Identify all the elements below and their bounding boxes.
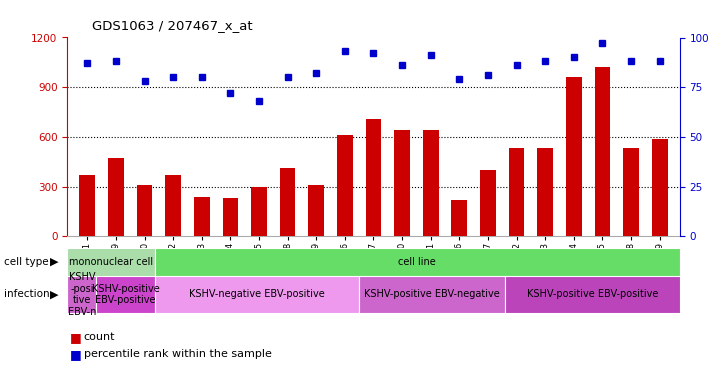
Bar [67, 248, 155, 276]
Bar [623, 148, 639, 236]
Text: count: count [84, 333, 115, 342]
Bar [508, 148, 525, 236]
Text: KSHV-positive EBV-positive: KSHV-positive EBV-positive [527, 290, 658, 299]
Bar [566, 77, 582, 236]
Bar [137, 185, 152, 236]
Text: KSHV
-posi
tive
EBV-n: KSHV -posi tive EBV-n [68, 272, 96, 317]
Text: GDS1063 / 207467_x_at: GDS1063 / 207467_x_at [92, 19, 253, 32]
Bar [595, 68, 610, 236]
Text: KSHV-positive EBV-negative: KSHV-positive EBV-negative [364, 290, 500, 299]
Bar [337, 135, 353, 236]
Text: infection: infection [4, 290, 49, 299]
Text: KSHV-positive
EBV-positive: KSHV-positive EBV-positive [92, 284, 159, 305]
Bar [155, 248, 680, 276]
Bar [280, 168, 295, 236]
Bar [359, 276, 505, 313]
Text: cell type: cell type [4, 257, 48, 267]
Bar [222, 198, 239, 236]
Bar [67, 276, 96, 313]
Bar [537, 148, 553, 236]
Bar [480, 170, 496, 236]
Bar [309, 185, 324, 236]
Text: mononuclear cell: mononuclear cell [69, 256, 153, 267]
Text: ■: ■ [69, 348, 81, 361]
Text: ▶: ▶ [50, 257, 59, 267]
Bar [108, 158, 124, 236]
Bar [394, 130, 410, 236]
Text: ■: ■ [69, 331, 81, 344]
Bar [165, 175, 181, 236]
Bar [79, 175, 95, 236]
Text: ▶: ▶ [50, 290, 59, 299]
Text: cell line: cell line [399, 256, 436, 267]
Text: KSHV-negative EBV-positive: KSHV-negative EBV-positive [189, 290, 325, 299]
Bar [652, 138, 668, 236]
Text: percentile rank within the sample: percentile rank within the sample [84, 350, 271, 359]
Bar [423, 130, 438, 236]
Bar [505, 276, 680, 313]
Bar [155, 276, 359, 313]
Bar [452, 200, 467, 236]
Bar [365, 118, 382, 236]
Bar [96, 276, 155, 313]
Bar [194, 196, 210, 236]
Bar [251, 187, 267, 236]
